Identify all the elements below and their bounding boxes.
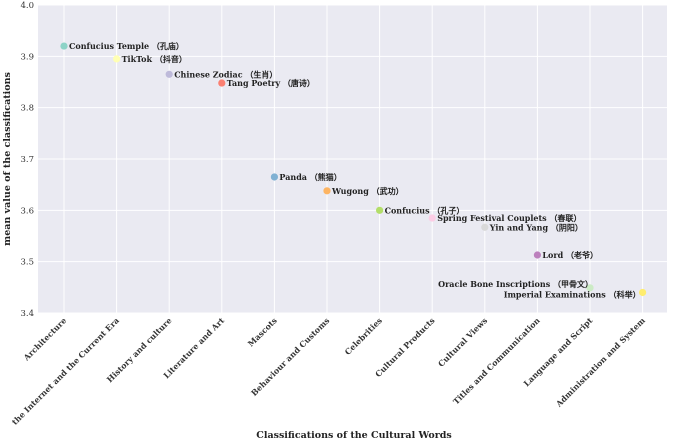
- x-tick-label: Celebrities: [342, 315, 384, 357]
- x-tick-label: Cultural Views: [436, 315, 490, 369]
- x-tick-label: Administration and System: [553, 315, 647, 409]
- data-point: [165, 70, 173, 78]
- x-tick-label: Mascots: [246, 315, 280, 349]
- data-label: Chinese Zodiac （生肖）: [174, 69, 277, 79]
- data-points: [60, 42, 647, 297]
- y-tick-label: 3.6: [20, 206, 34, 216]
- y-tick-label: 3.7: [20, 155, 34, 165]
- data-point: [533, 251, 542, 259]
- data-point: [376, 206, 384, 214]
- data-label: Yin and Yang （阴阳）: [489, 222, 583, 232]
- data-point: [60, 42, 68, 50]
- data-label: Lord （老爷）: [542, 250, 598, 260]
- data-label: Wugong （武功）: [331, 186, 404, 196]
- data-point: [428, 214, 436, 222]
- data-point: [113, 55, 121, 63]
- data-point: [323, 187, 331, 195]
- data-point: [481, 223, 489, 231]
- data-label: Oracle Bone Inscriptions （甲骨文）: [438, 279, 593, 289]
- y-tick-labels: 3.4 3.5 3.6 3.7 3.8 3.9 4.0: [20, 1, 34, 319]
- y-axis-title: mean value of the classifications: [2, 72, 13, 246]
- data-label: TikTok （抖音）: [122, 54, 187, 64]
- data-label: Confucius Temple （孔庙）: [69, 41, 184, 51]
- data-point: [218, 79, 226, 87]
- x-tick-label: the Internet and the Current Era: [10, 315, 121, 426]
- y-tick-label: 3.8: [20, 104, 34, 114]
- data-point: [639, 288, 647, 297]
- y-tick-label: 4.0: [20, 1, 34, 11]
- data-label: Spring Festival Couplets （春联）: [437, 213, 581, 223]
- data-label: Imperial Examinations （科举）: [504, 289, 641, 299]
- data-label: Panda （熊猫）: [279, 172, 341, 182]
- x-tick-label: Architecture: [21, 315, 69, 363]
- x-axis-title: Classifications of the Cultural Words: [256, 430, 451, 441]
- y-tick-label: 3.5: [20, 258, 34, 268]
- x-tick-label: Titles and Communication: [451, 315, 542, 406]
- y-tick-label: 3.9: [20, 52, 34, 62]
- data-labels: Confucius Temple （孔庙） TikTok （抖音） Chinese …: [69, 41, 641, 299]
- y-tick-label: 3.4: [20, 309, 34, 319]
- data-point: [586, 284, 594, 292]
- x-tick-label: Cultural Products: [373, 315, 437, 379]
- data-label: Tang Poetry （唐诗）: [227, 78, 315, 88]
- data-label: Confucius （孔子）: [385, 205, 465, 215]
- data-point: [270, 173, 278, 181]
